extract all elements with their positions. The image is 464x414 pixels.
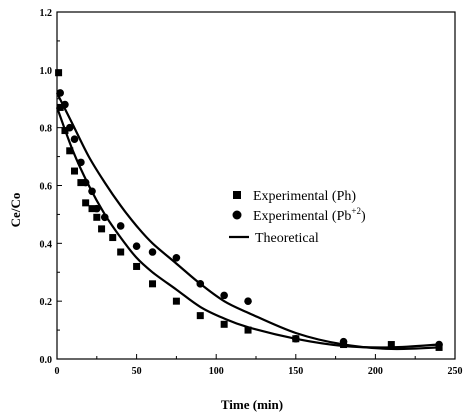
y-tick-label: 0.8 [40,124,53,135]
y-tick-label: 1.0 [40,66,53,77]
pb-point [100,213,109,222]
x-axis: 0 50 100 150 200 250 [55,354,463,377]
pb-point [220,291,228,300]
pb-point [435,340,443,349]
pb-point [172,253,181,262]
pb-point [56,89,64,97]
ph-point [109,234,117,242]
theoretical-curves [55,92,440,351]
pb-point [81,178,90,187]
y-axis: 0.0 0.2 0.4 0.6 0.8 1.0 1.2 [40,8,62,366]
pb-point [93,204,101,213]
theoretical-curve-1 [55,107,440,349]
ph-point [117,248,125,256]
x-tick-label: 150 [288,366,303,377]
ph-point [66,147,74,155]
ph-point [82,199,90,207]
ph-point [98,225,106,233]
pb-point [148,248,157,256]
ph-point [88,205,96,213]
ph-point [196,312,204,320]
y-axis-label: Ce/Co [8,193,23,228]
legend: Experimental (Ph) Experimental (Pb+2) Theo… [229,189,366,246]
ph-point [71,167,79,175]
plot-border [56,11,456,360]
theoretical-curve-2 [56,92,440,351]
pb-point [116,222,125,230]
legend-label: Experimental (Pb+2) [253,206,366,224]
pb-point [77,158,85,167]
pb-point [70,135,79,144]
legend-circle-icon [232,210,242,220]
y-tick-label: 0.0 [40,355,53,366]
pb-point [244,297,252,305]
legend-square-icon [233,191,241,199]
x-tick-label: 50 [132,366,142,377]
plot-area [56,11,456,360]
ph-point [220,320,228,328]
legend-label: Experimental (Ph) [253,189,356,204]
pb-point [61,100,69,109]
x-tick-label: 250 [448,366,463,377]
ph-point [149,280,157,288]
y-tick-label: 0.2 [40,297,53,308]
y-tick-label: 0.4 [40,239,53,250]
x-tick-label: 200 [368,366,383,377]
x-tick-label: 0 [55,366,60,377]
legend-label: Theoretical [255,231,319,246]
y-tick-label: 0.6 [40,182,53,193]
ph-point [61,127,69,135]
pb-point [65,123,74,132]
pb-point [132,242,141,251]
pb-point [196,280,205,288]
ph-point [244,326,252,334]
y-tick-label: 1.2 [40,8,53,19]
ph-point [172,297,180,305]
ph-point [55,69,63,77]
pb-point [339,337,348,346]
pb-point [88,187,96,196]
pb-point [292,334,300,343]
ph-point [387,341,395,349]
ph-point [133,262,141,270]
ph-point [93,213,101,221]
ph-point [56,103,64,111]
x-axis-label: Time (min) [221,397,283,412]
x-tick-label: 100 [209,366,224,377]
data-markers [55,69,443,351]
ph-point [77,179,85,187]
